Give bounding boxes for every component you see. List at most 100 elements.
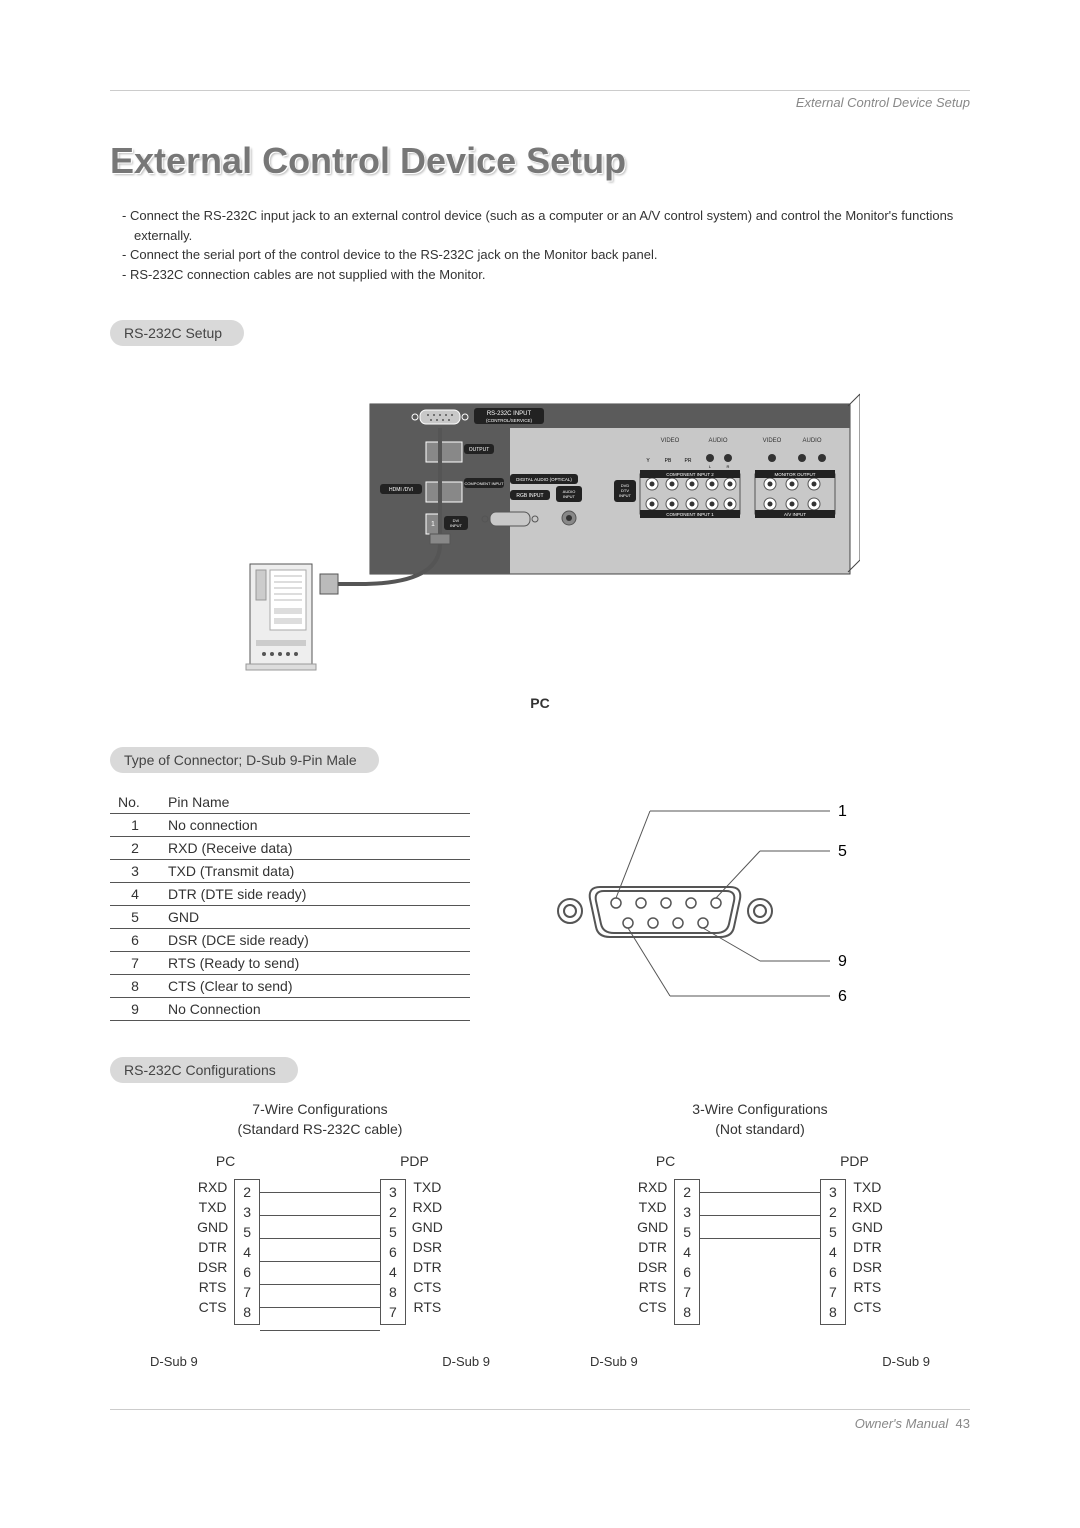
signal-name: GND xyxy=(637,1219,668,1235)
svg-text:COMPONENT INPUT 2: COMPONENT INPUT 2 xyxy=(666,472,714,477)
dsub-label: D-Sub 9 xyxy=(590,1354,638,1369)
pin-num: 8 xyxy=(829,1304,837,1320)
pin-num: 6 xyxy=(683,1264,691,1280)
signal-name: CTS xyxy=(637,1299,668,1315)
signal-name: CTS xyxy=(197,1299,228,1315)
col-header: PC xyxy=(191,1153,260,1169)
signal-name: RXD xyxy=(197,1179,228,1195)
panel-svg: RS-232C INPUT (CONTROL/SERVICE) OUTPUT H… xyxy=(220,384,860,684)
wire-line xyxy=(260,1296,380,1319)
back-panel-diagram: RS-232C INPUT (CONTROL/SERVICE) OUTPUT H… xyxy=(220,384,860,711)
pin-num: 5 xyxy=(683,1224,691,1240)
svg-text:VIDEO: VIDEO xyxy=(763,438,782,444)
signal-name: RTS xyxy=(637,1279,668,1295)
svg-text:R: R xyxy=(727,464,730,469)
pin-num: 2 xyxy=(829,1204,837,1220)
pin-num: 5 xyxy=(243,1224,251,1240)
svg-text:DIGITAL AUDIO (OPTICAL): DIGITAL AUDIO (OPTICAL) xyxy=(516,477,572,482)
pin-num: 6 xyxy=(829,1264,837,1280)
signal-name: GND xyxy=(412,1219,443,1235)
config-title: 7-Wire Configurations xyxy=(130,1101,510,1117)
wire-line xyxy=(260,1319,380,1342)
table-row: 9No Connection xyxy=(110,998,470,1021)
table-row: 3TXD (Transmit data) xyxy=(110,860,470,883)
wire-line xyxy=(700,1250,820,1273)
pin-num: 2 xyxy=(389,1204,397,1220)
wire-line xyxy=(700,1296,820,1319)
pin-num: 8 xyxy=(389,1284,397,1300)
pin-num: 5 xyxy=(389,1224,397,1240)
signal-name: DTR xyxy=(852,1239,883,1255)
svg-text:COMPONENT INPUT: COMPONENT INPUT xyxy=(464,481,504,486)
rs232-sub: (CONTROL/SERVICE) xyxy=(486,418,532,423)
signal-name: DSR xyxy=(852,1259,883,1275)
table-row: 6DSR (DCE side ready) xyxy=(110,929,470,952)
col-header: PDP xyxy=(820,1153,889,1169)
svg-text:MONITOR OUTPUT: MONITOR OUTPUT xyxy=(775,472,816,477)
config-7wire: 7-Wire Configurations (Standard RS-232C … xyxy=(130,1101,510,1369)
pin-num: 3 xyxy=(389,1184,397,1200)
dsub-label: D-Sub 9 xyxy=(150,1354,198,1369)
th-name: Pin Name xyxy=(160,791,470,814)
config-sub: (Standard RS-232C cable) xyxy=(130,1121,510,1137)
th-no: No. xyxy=(110,791,160,814)
signal-name: GND xyxy=(852,1219,883,1235)
signal-name: RXD xyxy=(852,1199,883,1215)
intro-bullets: Connect the RS-232C input jack to an ext… xyxy=(110,206,970,284)
wire-line xyxy=(700,1319,820,1342)
svg-text:AUDIO: AUDIO xyxy=(802,438,821,444)
pin-num: 2 xyxy=(243,1184,251,1200)
signal-name: TXD xyxy=(852,1179,883,1195)
wire-line xyxy=(260,1204,380,1227)
wire-line xyxy=(700,1273,820,1296)
svg-text:A/V INPUT: A/V INPUT xyxy=(784,512,806,517)
footer-page: 43 xyxy=(956,1416,970,1431)
svg-text:AUDIO: AUDIO xyxy=(708,438,727,444)
wire-line xyxy=(260,1250,380,1273)
table-row: 5GND xyxy=(110,906,470,929)
signal-name: DTR xyxy=(412,1259,443,1275)
table-row: 2RXD (Receive data) xyxy=(110,837,470,860)
pill-config: RS-232C Configurations xyxy=(110,1057,298,1083)
table-row: 7RTS (Ready to send) xyxy=(110,952,470,975)
config-3wire: 3-Wire Configurations (Not standard) PC … xyxy=(570,1101,950,1369)
svg-text:PR: PR xyxy=(685,458,692,464)
pin-num: 3 xyxy=(243,1204,251,1220)
wire-line xyxy=(700,1227,820,1250)
signal-name: DSR xyxy=(412,1239,443,1255)
svg-text:PB: PB xyxy=(665,458,672,464)
signal-name: TXD xyxy=(637,1199,668,1215)
rule-top xyxy=(110,90,970,91)
footer-text: Owner's Manual xyxy=(855,1416,949,1431)
dsub-label: D-Sub 9 xyxy=(882,1354,930,1369)
bullet-item: Connect the serial port of the control d… xyxy=(110,245,970,265)
table-row: 8CTS (Clear to send) xyxy=(110,975,470,998)
svg-text:RGB INPUT: RGB INPUT xyxy=(516,493,543,499)
pill-setup: RS-232C Setup xyxy=(110,320,244,346)
config-section: 7-Wire Configurations (Standard RS-232C … xyxy=(110,1101,970,1369)
svg-text:6: 6 xyxy=(838,988,847,1005)
svg-text:VIDEO: VIDEO xyxy=(661,438,680,444)
pin-num: 8 xyxy=(243,1304,251,1320)
wire-line xyxy=(700,1204,820,1227)
pin-num: 4 xyxy=(389,1264,397,1280)
pin-num: 7 xyxy=(243,1284,251,1300)
pin-num: 2 xyxy=(683,1184,691,1200)
signal-name: TXD xyxy=(197,1199,228,1215)
signal-name: RXD xyxy=(412,1199,443,1215)
signal-name: RXD xyxy=(637,1179,668,1195)
col-header: PDP xyxy=(380,1153,449,1169)
bullet-item: RS-232C connection cables are not suppli… xyxy=(110,265,970,285)
signal-name: CTS xyxy=(852,1299,883,1315)
signal-name: RTS xyxy=(197,1279,228,1295)
config-title: 3-Wire Configurations xyxy=(570,1101,950,1117)
pin-num: 3 xyxy=(829,1184,837,1200)
pin-table: No.Pin Name 1No connection 2RXD (Receive… xyxy=(110,791,470,1021)
svg-text:1: 1 xyxy=(431,521,435,528)
config-sub: (Not standard) xyxy=(570,1121,950,1137)
pin-num: 5 xyxy=(829,1224,837,1240)
pill-connector: Type of Connector; D-Sub 9-Pin Male xyxy=(110,747,379,773)
svg-text:5: 5 xyxy=(838,843,847,860)
signal-name: DSR xyxy=(197,1259,228,1275)
signal-name: DTR xyxy=(637,1239,668,1255)
